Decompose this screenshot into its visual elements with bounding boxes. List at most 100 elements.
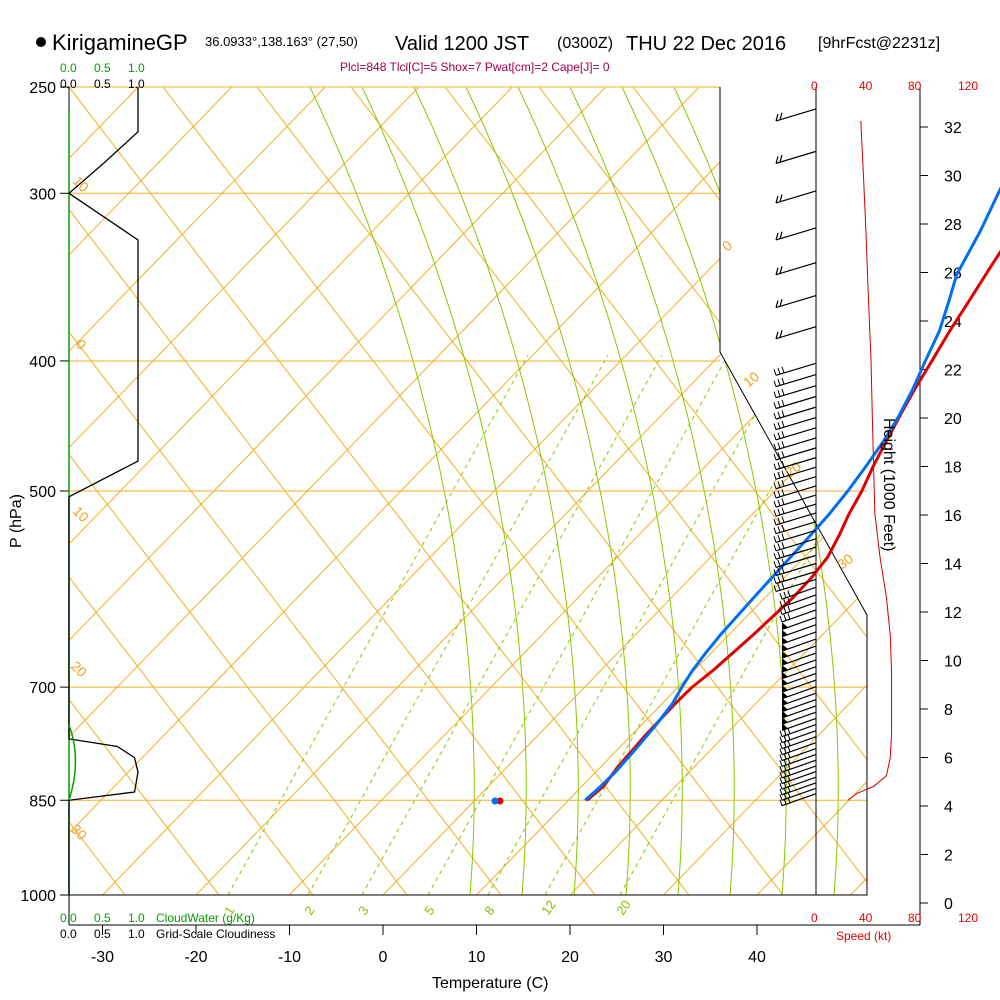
wind-barb xyxy=(773,546,817,560)
wind-barb-flag xyxy=(779,154,783,163)
wind-barb-flag xyxy=(783,787,787,794)
cloudwater-tick-top-2: 1.0 xyxy=(128,61,145,75)
mixing-ratio-label: 2 xyxy=(301,903,317,918)
wind-barb xyxy=(773,395,817,410)
wind-barb xyxy=(781,672,817,687)
wind-barb-flag xyxy=(777,462,781,469)
wind-barb xyxy=(781,717,817,731)
wind-barb-flag xyxy=(783,741,787,748)
wind-barb xyxy=(781,659,817,673)
station-coords: 36.0933°,138.163° (27,50) xyxy=(205,34,358,49)
wind-barb-flag xyxy=(779,194,783,202)
wind-barb xyxy=(779,601,817,616)
mixing-ratio-line xyxy=(619,354,867,895)
wind-barb-flag xyxy=(779,330,783,338)
wind-barb xyxy=(781,686,817,700)
wind-barb xyxy=(779,776,817,790)
wind-barb-flag xyxy=(779,600,783,608)
wind-barb-flag xyxy=(773,509,777,517)
wind-barb-pennant xyxy=(782,704,788,712)
dry-adiabat-line xyxy=(0,87,31,895)
wind-barb-pennant xyxy=(782,644,788,652)
wind-barb xyxy=(775,262,817,276)
wind-barb-staff xyxy=(781,736,817,750)
isotherm-label: 0 xyxy=(73,336,90,353)
wind-barb-flag xyxy=(781,550,785,557)
wind-barb-staff xyxy=(775,395,817,410)
wind-barb xyxy=(773,406,817,420)
isotherm-label: 20 xyxy=(68,658,90,680)
wind-barb-flag xyxy=(775,195,779,204)
wind-barb xyxy=(773,529,817,543)
mixing-ratio-line xyxy=(307,354,609,895)
isotherm-line xyxy=(850,87,867,895)
height-tick-label: 12 xyxy=(944,605,962,622)
dry-adiabat-line xyxy=(69,87,220,895)
wind-barb-flag xyxy=(775,300,779,308)
wind-barb xyxy=(775,108,817,122)
speed-axis-label: Speed (kt) xyxy=(836,929,891,943)
dry-adiabat-line xyxy=(915,87,1000,895)
temp-tick-label: 40 xyxy=(748,949,766,966)
wind-barb xyxy=(773,437,817,451)
wind-barb-staff xyxy=(775,417,817,431)
height-tick-label: 18 xyxy=(944,460,962,477)
pressure-tick-label: 400 xyxy=(29,354,56,371)
wind-barb-flag xyxy=(777,508,781,515)
wind-barb-flag xyxy=(777,432,781,439)
wind-barb-staff xyxy=(775,494,817,508)
cloudiness-tick-bottom-0: 0.0 xyxy=(60,927,77,941)
wind-barb xyxy=(775,227,817,241)
wind-barb-staff xyxy=(775,362,817,376)
wind-barb-pennant xyxy=(782,658,788,666)
dry-adiabat-label: 10 xyxy=(740,368,762,390)
wind-barb-flag xyxy=(773,552,777,560)
wind-barb xyxy=(773,447,817,461)
temperature-series xyxy=(586,249,1000,802)
wind-barb-flag xyxy=(781,479,785,487)
cloudiness-tick-top-1: 0.5 xyxy=(94,77,111,91)
wind-barb-flag xyxy=(779,783,783,790)
wind-barb-flag xyxy=(777,422,781,429)
wind-barb-flag xyxy=(779,748,783,755)
wind-barb-flag xyxy=(773,443,777,451)
wind-barb xyxy=(781,692,817,706)
wind-barb xyxy=(773,385,817,399)
wind-barb-flag xyxy=(783,758,787,766)
wind-barb-flag xyxy=(773,412,777,420)
wind-barb-flag xyxy=(781,498,785,505)
wind-barb-flag xyxy=(775,113,779,122)
wind-barb-flag xyxy=(781,451,785,458)
dewpoint-series xyxy=(584,186,1000,802)
wind-barb-staff xyxy=(781,586,817,600)
mixing-ratio-line xyxy=(361,354,663,895)
wind-barb xyxy=(773,374,817,388)
mixing-ratio-label: 20 xyxy=(613,897,634,917)
isotherm-line xyxy=(569,87,867,895)
wind-barb-flag xyxy=(781,366,785,373)
wind-barb-flag xyxy=(783,770,787,777)
wind-barb xyxy=(779,771,817,785)
isotherm-line xyxy=(476,87,867,895)
wind-barb-staff xyxy=(775,546,817,560)
wind-barb-flag xyxy=(779,794,783,801)
wind-barb-flag xyxy=(783,764,787,772)
wind-barb-staff xyxy=(781,776,817,790)
stability-indices: Plcl=848 Tlcl[C]=5 Shox=7 Pwat[cm]=2 Cap… xyxy=(340,60,610,74)
wind-barb-flag xyxy=(779,760,783,767)
wind-barb xyxy=(781,638,817,652)
wind-barb xyxy=(775,190,817,204)
cloudwater-axis-label: CloudWater (g/Kg) xyxy=(156,911,255,925)
wind-barb-flag xyxy=(783,792,787,800)
wind-barb-staff xyxy=(775,554,817,568)
wind-speed-profile xyxy=(847,120,893,801)
wind-barb-flag xyxy=(781,431,785,438)
height-tick-label: 4 xyxy=(944,799,953,816)
wind-barb-flag xyxy=(787,786,791,793)
wind-barb-flag xyxy=(781,516,785,523)
forecast-date: THU 22 Dec 2016 xyxy=(626,33,786,55)
mixing-ratio-label: 8 xyxy=(481,903,497,918)
wind-barb-pennant xyxy=(782,622,788,630)
wind-barb xyxy=(779,594,817,608)
wind-barb-pennant xyxy=(782,685,788,693)
